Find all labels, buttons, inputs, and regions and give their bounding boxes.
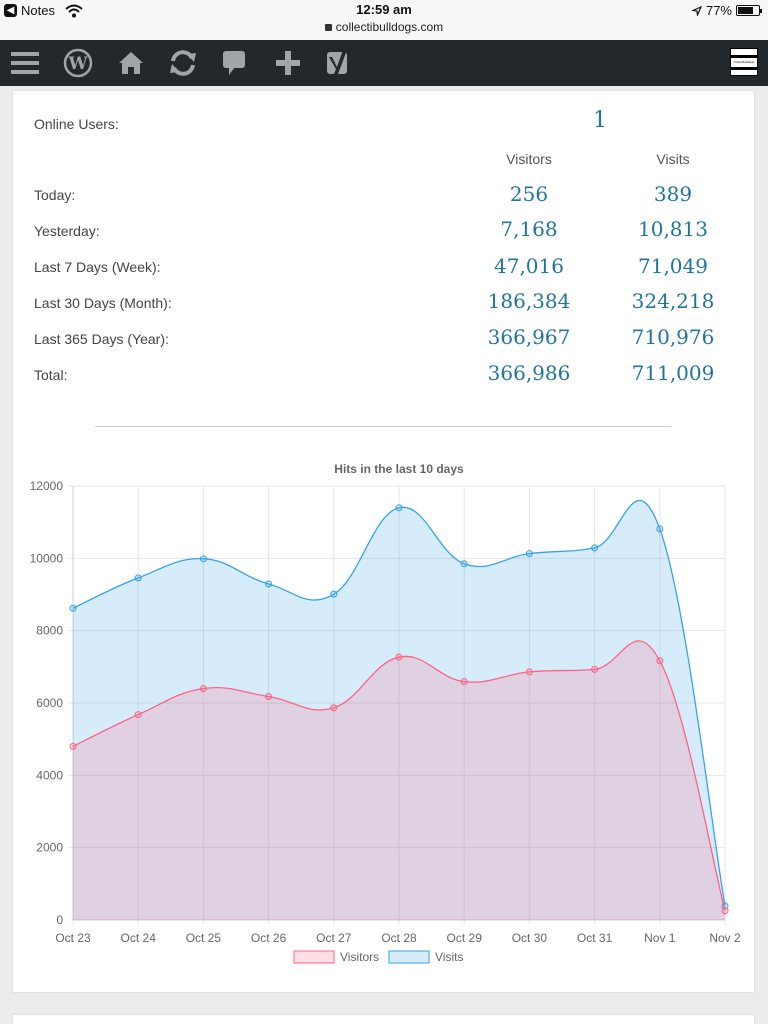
stats-widget: Online Users: 1 Visitors Visits Today: 2… — [12, 90, 755, 993]
back-app-label: Notes — [21, 3, 55, 18]
url-text: collectibulldogs.com — [335, 20, 444, 34]
site-logo[interactable]: Collectibulldogs — [730, 48, 758, 76]
row-label: Today: — [34, 187, 76, 203]
home-icon[interactable] — [111, 40, 151, 86]
menu-icon[interactable] — [5, 40, 45, 86]
visitors-point — [395, 653, 403, 661]
chart-title: Hits in the last 10 days — [334, 462, 464, 476]
location-arrow-icon — [691, 5, 702, 16]
visits-point — [330, 590, 338, 598]
visits-value: 71,049 — [638, 254, 708, 278]
x-tick-label: Oct 30 — [512, 931, 548, 945]
back-arrow-icon: ◀ — [4, 4, 17, 17]
y-tick-label: 6000 — [36, 696, 63, 710]
visits-point — [460, 560, 468, 568]
clock: 12:59 am — [356, 2, 412, 17]
visitors-value: 366,986 — [487, 361, 571, 385]
visits-point — [395, 504, 403, 512]
next-widget — [12, 1014, 755, 1024]
address-bar[interactable]: collectibulldogs.com — [0, 20, 768, 34]
x-tick-label: Oct 26 — [251, 931, 287, 945]
visitors-point — [591, 665, 599, 673]
status-bar: ◀ Notes 12:59 am collectibulldogs.com 77… — [0, 0, 768, 40]
lock-icon — [324, 24, 332, 31]
visits-value: 389 — [653, 182, 693, 206]
visitors-value: 47,016 — [494, 254, 564, 278]
visits-value: 324,218 — [631, 289, 715, 313]
legend-label-visits: Visits — [435, 950, 463, 964]
x-tick-label: Oct 25 — [186, 931, 222, 945]
y-tick-label: 10000 — [30, 551, 64, 565]
visits-area — [73, 500, 725, 920]
visitors-column-header: Visitors — [506, 151, 552, 167]
visits-point — [591, 544, 599, 552]
visitors-value: 256 — [509, 182, 549, 206]
visitors-point — [330, 704, 338, 712]
x-tick-label: Oct 31 — [577, 931, 613, 945]
y-tick-label: 2000 — [36, 841, 63, 855]
visits-value: 710,976 — [631, 325, 715, 349]
online-users-value: 1 — [593, 108, 607, 133]
legend-swatch-visitors — [293, 950, 335, 964]
visits-line — [72, 499, 726, 907]
hits-chart: Hits in the last 10 days 0 2000 4000 6000 800… — [30, 462, 741, 964]
x-tick-label: Oct 23 — [55, 931, 91, 945]
visits-point — [69, 604, 77, 612]
wordpress-icon[interactable]: W — [58, 40, 98, 86]
visitors-point — [265, 692, 273, 700]
legend-label-visitors: Visitors — [340, 950, 379, 964]
x-tick-label: Oct 24 — [121, 931, 157, 945]
x-tick-label: Oct 28 — [381, 931, 417, 945]
visits-point — [265, 580, 273, 588]
admin-bar: W Collectibulldogs — [0, 40, 768, 86]
divider — [95, 426, 671, 427]
y-tick-label: 8000 — [36, 624, 63, 638]
visitors-value: 366,967 — [487, 325, 571, 349]
visitors-line — [72, 640, 726, 911]
battery-icon — [736, 5, 762, 16]
visits-point — [134, 574, 142, 582]
y-tick-label: 0 — [56, 913, 63, 927]
x-tick-label: Nov 1 — [644, 931, 676, 945]
visitors-value: 186,384 — [487, 289, 571, 313]
row-label: Total: — [34, 367, 68, 383]
y-tick-label: 4000 — [36, 768, 63, 782]
visits-point — [525, 550, 533, 558]
visitors-value: 7,168 — [500, 217, 558, 241]
row-label: Last 30 Days (Month): — [34, 295, 172, 311]
row-label: Yesterday: — [34, 223, 100, 239]
visits-column-header: Visits — [656, 151, 690, 167]
visitors-point — [656, 657, 664, 665]
visitors-area — [73, 640, 725, 920]
yoast-icon[interactable] — [319, 40, 359, 86]
visitors-point — [69, 742, 77, 750]
legend-swatch-visits — [388, 950, 430, 964]
visitors-point — [460, 678, 468, 686]
comment-icon[interactable] — [214, 40, 254, 86]
visits-value: 711,009 — [631, 361, 715, 385]
visits-point — [656, 525, 664, 533]
visits-point — [199, 555, 207, 563]
battery-percent: 77% — [705, 3, 732, 18]
y-tick-label: 12000 — [30, 479, 64, 493]
visitors-point — [134, 711, 142, 719]
row-label: Last 365 Days (Year): — [34, 331, 169, 347]
x-tick-label: Oct 29 — [447, 931, 483, 945]
online-users-label: Online Users: — [34, 116, 119, 132]
row-label: Last 7 Days (Week): — [34, 259, 161, 275]
back-to-app[interactable]: ◀ Notes — [4, 3, 83, 18]
visitors-point — [199, 685, 207, 693]
new-content-icon[interactable] — [268, 40, 308, 86]
visits-value: 10,813 — [638, 217, 708, 241]
wifi-icon — [65, 4, 83, 17]
visitors-point — [525, 668, 533, 676]
svg-text:W: W — [67, 54, 88, 74]
x-tick-label: Oct 27 — [316, 931, 352, 945]
refresh-icon[interactable] — [163, 40, 203, 86]
x-tick-label: Nov 2 — [709, 931, 741, 945]
visitors-point — [721, 907, 729, 915]
